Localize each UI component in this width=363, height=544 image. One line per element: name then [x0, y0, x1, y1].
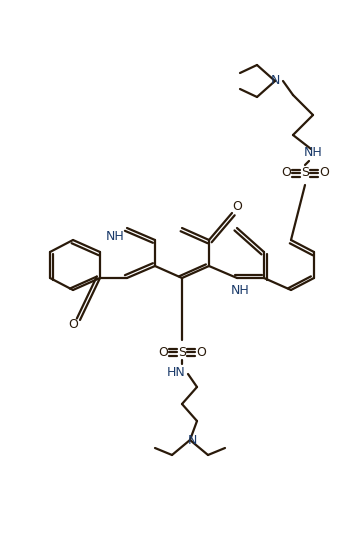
Text: O: O [319, 166, 329, 180]
Text: O: O [196, 345, 206, 358]
Text: O: O [158, 345, 168, 358]
Text: S: S [178, 345, 186, 358]
Text: N: N [187, 434, 197, 447]
Text: NH: NH [106, 231, 125, 244]
Text: S: S [301, 166, 309, 180]
Text: O: O [232, 201, 242, 213]
Text: NH: NH [303, 146, 322, 159]
Text: NH: NH [231, 283, 249, 296]
Text: N: N [270, 75, 280, 88]
Text: O: O [68, 318, 78, 331]
Text: HN: HN [167, 366, 185, 379]
Text: O: O [281, 166, 291, 180]
